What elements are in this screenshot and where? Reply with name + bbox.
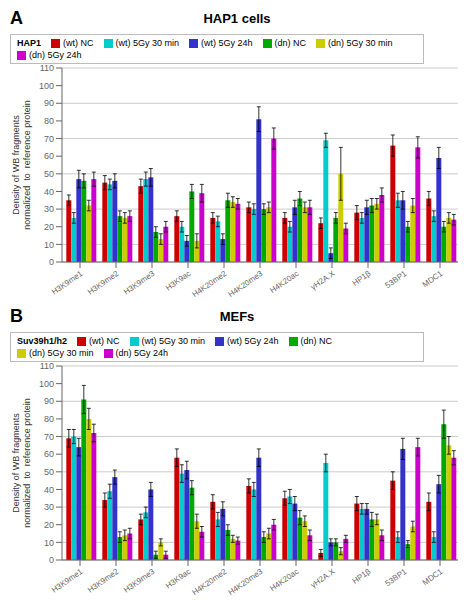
svg-text:100: 100	[39, 81, 54, 91]
html-text:(dn) NC: (dn) NC	[274, 38, 307, 48]
svg-text:γH2A.X: γH2A.X	[309, 269, 337, 292]
svg-text:30: 30	[44, 204, 54, 214]
svg-text:90: 90	[44, 98, 54, 108]
svg-text:H4K20me3: H4K20me3	[226, 269, 264, 300]
html-text:(dn) 5Gy 30 min: (dn) 5Gy 30 min	[328, 38, 393, 48]
svg-text:53BP1: 53BP1	[384, 269, 409, 290]
svg-text:110: 110	[40, 361, 54, 371]
html-text:(wt) 5Gy 30 min: (wt) 5Gy 30 min	[115, 38, 179, 48]
svg-text:20: 20	[44, 520, 54, 530]
svg-text:H3K9me1: H3K9me1	[50, 269, 85, 297]
html-text:(dn) 5Gy 30 min: (dn) 5Gy 30 min	[29, 348, 94, 358]
svg-text:50: 50	[44, 169, 54, 179]
svg-text:70: 70	[44, 134, 54, 144]
html-text:(dn) 5Gy 24h: (dn) 5Gy 24h	[29, 50, 82, 60]
svg-text:H4K20me2: H4K20me2	[190, 567, 228, 598]
svg-text:H4K20ac: H4K20ac	[268, 269, 300, 295]
svg-text:MDC1: MDC1	[421, 269, 445, 290]
html-text:A: A	[10, 8, 23, 28]
svg-text:50: 50	[44, 467, 54, 477]
svg-text:HP1β: HP1β	[351, 269, 373, 288]
html-text:Suv39h1/h2: Suv39h1/h2	[17, 336, 67, 346]
html-text:(wt) 5Gy 24h: (wt) 5Gy 24h	[227, 336, 279, 346]
svg-text:MDC1: MDC1	[421, 567, 445, 588]
svg-text:H3K9ac: H3K9ac	[164, 269, 192, 293]
svg-text:20: 20	[44, 222, 54, 232]
svg-text:H3K9ac: H3K9ac	[164, 567, 192, 591]
svg-text:30: 30	[44, 502, 54, 512]
svg-text:0: 0	[49, 555, 54, 565]
html-text:(wt) 5Gy 24h: (wt) 5Gy 24h	[201, 38, 253, 48]
svg-text:80: 80	[44, 414, 54, 424]
svg-text:H3K9me2: H3K9me2	[86, 567, 121, 595]
html-text:(dn) NC: (dn) NC	[300, 336, 333, 346]
svg-text:H3K9me2: H3K9me2	[86, 269, 121, 297]
svg-text:70: 70	[44, 432, 54, 442]
svg-text:0: 0	[49, 257, 54, 267]
html-text:HAP1: HAP1	[17, 38, 41, 48]
html-text:(wt) NC: (wt) NC	[89, 336, 120, 346]
svg-text:H4K20ac: H4K20ac	[268, 567, 300, 593]
svg-text:H3K9me3: H3K9me3	[122, 269, 157, 297]
html-text:B: B	[10, 306, 23, 326]
svg-text:40: 40	[44, 187, 54, 197]
html-text:HAP1 cells: HAP1 cells	[203, 11, 271, 26]
svg-text:60: 60	[44, 151, 54, 161]
svg-text:60: 60	[44, 449, 54, 459]
svg-text:10: 10	[44, 240, 54, 250]
html-text:(dn) 5Gy 24h: (dn) 5Gy 24h	[115, 348, 169, 358]
svg-text:53BP1: 53BP1	[384, 567, 409, 588]
svg-text:H3K9me3: H3K9me3	[122, 567, 157, 595]
svg-text:HP1β: HP1β	[351, 567, 373, 586]
html-text:(wt) NC: (wt) NC	[63, 38, 94, 48]
svg-text:H3K9me1: H3K9me1	[50, 567, 85, 595]
svg-text:Density of WB fragmentsnormali: Density of WB fragmentsnormalized to ref…	[11, 398, 32, 528]
html-text:(wt) 5Gy 30 min: (wt) 5Gy 30 min	[141, 336, 205, 346]
svg-text:110: 110	[40, 63, 54, 73]
svg-text:40: 40	[44, 485, 54, 495]
svg-text:100: 100	[39, 379, 54, 389]
svg-text:H4K20me3: H4K20me3	[226, 567, 264, 598]
svg-text:γH2A.X: γH2A.X	[309, 567, 337, 590]
html-text:MEFs: MEFs	[219, 309, 255, 324]
svg-text:Density of WB fragmentsnormali: Density of WB fragmentsnormalized to ref…	[11, 100, 32, 230]
svg-text:H4K20me2: H4K20me2	[190, 269, 228, 300]
svg-text:80: 80	[44, 116, 54, 126]
svg-text:10: 10	[44, 538, 54, 548]
svg-text:90: 90	[44, 396, 54, 406]
